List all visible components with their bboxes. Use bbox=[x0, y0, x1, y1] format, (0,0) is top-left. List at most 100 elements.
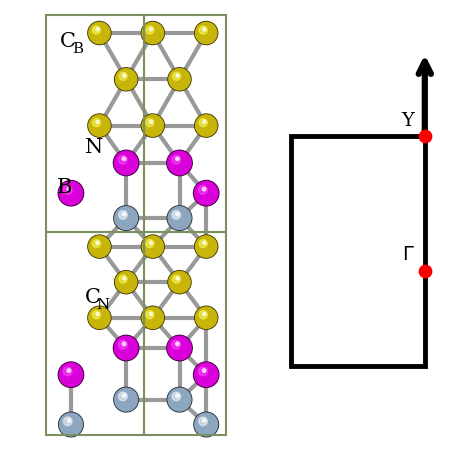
Circle shape bbox=[199, 27, 207, 35]
Circle shape bbox=[115, 389, 137, 411]
Circle shape bbox=[172, 73, 180, 81]
Circle shape bbox=[149, 313, 152, 316]
Circle shape bbox=[202, 369, 205, 373]
Text: $\Gamma$: $\Gamma$ bbox=[401, 246, 414, 264]
Circle shape bbox=[194, 22, 217, 46]
Circle shape bbox=[176, 75, 179, 78]
Circle shape bbox=[195, 237, 217, 258]
Circle shape bbox=[122, 75, 126, 78]
Circle shape bbox=[89, 23, 110, 45]
Circle shape bbox=[96, 313, 99, 316]
Circle shape bbox=[149, 121, 152, 124]
Circle shape bbox=[195, 308, 217, 329]
Circle shape bbox=[193, 412, 218, 437]
Circle shape bbox=[168, 389, 191, 411]
Circle shape bbox=[167, 69, 191, 91]
Circle shape bbox=[96, 29, 99, 32]
Circle shape bbox=[194, 236, 217, 258]
Circle shape bbox=[141, 22, 164, 46]
Circle shape bbox=[176, 277, 179, 280]
Circle shape bbox=[114, 388, 138, 412]
Circle shape bbox=[92, 240, 100, 248]
Circle shape bbox=[142, 116, 163, 137]
Circle shape bbox=[195, 23, 217, 45]
Circle shape bbox=[193, 181, 218, 207]
Circle shape bbox=[199, 240, 207, 248]
Circle shape bbox=[194, 307, 217, 329]
Point bbox=[420, 133, 428, 140]
Circle shape bbox=[146, 311, 153, 319]
Circle shape bbox=[67, 369, 71, 373]
Circle shape bbox=[172, 211, 180, 220]
Circle shape bbox=[167, 271, 191, 294]
Circle shape bbox=[141, 236, 164, 258]
Circle shape bbox=[118, 340, 127, 349]
Circle shape bbox=[122, 213, 126, 216]
Circle shape bbox=[149, 29, 152, 32]
Circle shape bbox=[202, 188, 205, 192]
Circle shape bbox=[202, 313, 205, 316]
Circle shape bbox=[194, 363, 217, 387]
Circle shape bbox=[198, 417, 207, 426]
Text: Y: Y bbox=[401, 111, 414, 129]
Circle shape bbox=[92, 311, 100, 319]
Circle shape bbox=[199, 311, 207, 319]
Circle shape bbox=[89, 308, 110, 329]
Circle shape bbox=[59, 182, 82, 206]
Circle shape bbox=[114, 69, 137, 91]
Text: B: B bbox=[71, 42, 82, 56]
Circle shape bbox=[113, 336, 138, 361]
Circle shape bbox=[114, 207, 138, 231]
Circle shape bbox=[114, 271, 137, 294]
Circle shape bbox=[114, 152, 137, 175]
Point bbox=[420, 268, 428, 275]
Circle shape bbox=[60, 413, 82, 436]
Circle shape bbox=[118, 392, 127, 401]
Circle shape bbox=[118, 156, 127, 165]
Circle shape bbox=[122, 342, 126, 346]
Circle shape bbox=[92, 119, 100, 127]
Circle shape bbox=[142, 237, 163, 258]
Circle shape bbox=[141, 115, 164, 138]
Circle shape bbox=[198, 186, 207, 195]
Circle shape bbox=[146, 119, 153, 127]
Circle shape bbox=[167, 207, 192, 231]
Circle shape bbox=[88, 115, 111, 138]
Circle shape bbox=[175, 342, 179, 346]
Circle shape bbox=[199, 119, 207, 127]
Circle shape bbox=[88, 22, 111, 46]
Circle shape bbox=[172, 392, 180, 401]
Circle shape bbox=[119, 73, 127, 81]
Circle shape bbox=[175, 158, 179, 161]
Circle shape bbox=[67, 419, 71, 422]
Circle shape bbox=[96, 242, 99, 245]
Circle shape bbox=[167, 388, 192, 412]
Circle shape bbox=[67, 188, 71, 192]
Circle shape bbox=[202, 29, 205, 32]
Circle shape bbox=[122, 158, 126, 161]
Circle shape bbox=[172, 340, 180, 349]
Circle shape bbox=[202, 242, 205, 245]
Circle shape bbox=[58, 362, 83, 388]
Circle shape bbox=[63, 367, 72, 376]
Circle shape bbox=[194, 115, 217, 138]
Circle shape bbox=[172, 156, 180, 165]
Circle shape bbox=[142, 23, 163, 45]
Circle shape bbox=[115, 272, 136, 293]
Circle shape bbox=[202, 121, 205, 124]
Circle shape bbox=[167, 152, 191, 175]
Circle shape bbox=[92, 27, 100, 35]
Text: B: B bbox=[56, 177, 72, 196]
Circle shape bbox=[88, 236, 111, 258]
Text: C: C bbox=[60, 31, 76, 51]
Circle shape bbox=[195, 116, 217, 137]
Circle shape bbox=[88, 307, 111, 329]
Circle shape bbox=[122, 394, 126, 398]
Circle shape bbox=[198, 367, 207, 376]
Circle shape bbox=[58, 181, 83, 207]
Bar bbox=[46, 16, 225, 233]
Text: C: C bbox=[85, 287, 101, 306]
Circle shape bbox=[115, 207, 137, 230]
Circle shape bbox=[89, 237, 110, 258]
Circle shape bbox=[113, 151, 138, 176]
